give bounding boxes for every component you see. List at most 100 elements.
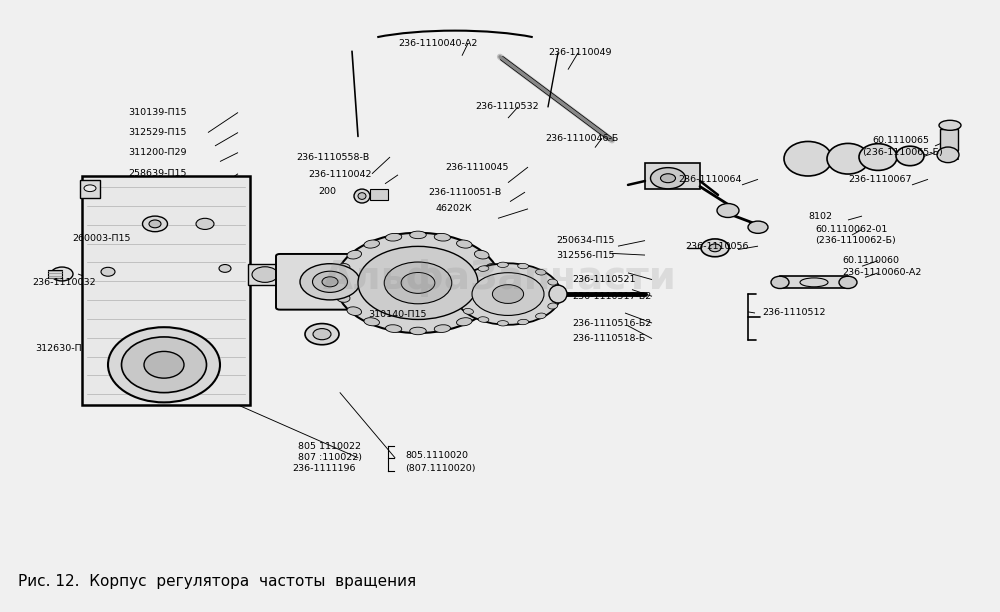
Text: 236-1110032: 236-1110032 [32, 278, 96, 288]
Ellipse shape [709, 244, 721, 252]
Ellipse shape [434, 325, 450, 332]
Ellipse shape [336, 233, 501, 333]
FancyBboxPatch shape [82, 176, 250, 405]
Ellipse shape [463, 274, 473, 280]
Text: 311200-П29: 311200-П29 [128, 148, 186, 157]
Ellipse shape [347, 250, 362, 259]
Text: 46202К: 46202К [435, 204, 472, 214]
Ellipse shape [701, 239, 729, 257]
Ellipse shape [84, 185, 96, 192]
Text: 236-1110042: 236-1110042 [308, 170, 372, 179]
Text: 312556-П15: 312556-П15 [556, 250, 614, 259]
Ellipse shape [800, 278, 828, 287]
Text: 805 1110022: 805 1110022 [298, 442, 361, 451]
Text: 260003-П15: 260003-П15 [72, 234, 130, 243]
Ellipse shape [548, 303, 558, 309]
Ellipse shape [300, 264, 360, 300]
Text: 8102: 8102 [808, 212, 832, 220]
Ellipse shape [305, 324, 339, 345]
Ellipse shape [455, 297, 465, 303]
Ellipse shape [108, 327, 220, 402]
Text: 236-1110558-В: 236-1110558-В [296, 152, 369, 162]
Ellipse shape [410, 231, 426, 239]
Bar [940, 129, 958, 151]
Ellipse shape [748, 221, 768, 233]
FancyBboxPatch shape [276, 254, 382, 310]
Ellipse shape [143, 216, 168, 232]
Ellipse shape [358, 193, 366, 200]
Ellipse shape [332, 278, 346, 288]
Ellipse shape [252, 267, 278, 282]
Ellipse shape [122, 337, 207, 393]
Text: 236-1110517-Б2: 236-1110517-Б2 [572, 292, 651, 300]
Ellipse shape [401, 272, 435, 293]
Ellipse shape [472, 273, 544, 315]
Text: 236-1110521: 236-1110521 [572, 275, 636, 284]
Ellipse shape [364, 240, 379, 248]
Ellipse shape [939, 121, 961, 130]
Ellipse shape [457, 240, 472, 248]
Ellipse shape [839, 276, 857, 288]
Text: (236-1110062-Б): (236-1110062-Б) [815, 236, 896, 245]
Ellipse shape [660, 174, 676, 182]
Text: 805.1110020: 805.1110020 [405, 451, 468, 460]
Ellipse shape [474, 250, 489, 259]
Text: 236-1110051-В: 236-1110051-В [428, 188, 501, 196]
Ellipse shape [549, 285, 567, 303]
Ellipse shape [497, 262, 508, 267]
Ellipse shape [196, 218, 214, 230]
Ellipse shape [859, 144, 897, 170]
Ellipse shape [536, 313, 546, 319]
Ellipse shape [336, 264, 350, 272]
Ellipse shape [358, 247, 478, 319]
Ellipse shape [455, 285, 465, 291]
Ellipse shape [474, 307, 489, 315]
Ellipse shape [455, 263, 561, 325]
Ellipse shape [410, 327, 426, 335]
Ellipse shape [322, 277, 338, 287]
Ellipse shape [486, 293, 500, 302]
Ellipse shape [457, 318, 472, 326]
Text: 236-1110512: 236-1110512 [762, 308, 826, 318]
Bar [80, 180, 100, 198]
Ellipse shape [354, 189, 370, 203]
Text: 236-1110518-Б: 236-1110518-Б [572, 334, 645, 343]
Ellipse shape [518, 319, 529, 325]
Text: 310139-П15: 310139-П15 [128, 108, 187, 117]
Ellipse shape [492, 285, 524, 304]
Bar [48, 269, 62, 278]
Ellipse shape [434, 233, 450, 241]
Ellipse shape [784, 141, 832, 176]
Ellipse shape [771, 276, 789, 288]
Ellipse shape [717, 204, 739, 217]
Ellipse shape [463, 308, 473, 315]
Ellipse shape [336, 293, 350, 302]
Text: 236-1110516-Б2: 236-1110516-Б2 [572, 318, 651, 327]
Text: (236-1110065-Б): (236-1110065-Б) [862, 148, 943, 157]
Bar [780, 276, 848, 288]
Ellipse shape [347, 307, 362, 315]
Ellipse shape [490, 278, 503, 288]
Text: 236-1110067: 236-1110067 [848, 175, 912, 184]
Ellipse shape [548, 279, 558, 285]
Ellipse shape [144, 351, 184, 378]
Ellipse shape [536, 269, 546, 275]
Text: 236-1110056: 236-1110056 [685, 242, 748, 251]
Text: 312529-П15: 312529-П15 [128, 128, 186, 137]
Text: 236-1110064: 236-1110064 [678, 175, 742, 184]
Ellipse shape [313, 329, 331, 340]
Text: 250634-П15: 250634-П15 [556, 236, 614, 245]
Text: 236-1110045: 236-1110045 [445, 163, 509, 171]
Ellipse shape [896, 146, 924, 166]
Text: 236-1110049: 236-1110049 [548, 48, 612, 58]
Ellipse shape [486, 264, 500, 272]
Text: 200: 200 [318, 187, 336, 196]
Text: (807.1110020): (807.1110020) [405, 465, 476, 474]
Ellipse shape [149, 220, 161, 228]
Ellipse shape [650, 168, 686, 188]
Text: 258639-П15: 258639-П15 [128, 170, 186, 178]
Ellipse shape [827, 143, 869, 174]
Ellipse shape [386, 325, 402, 332]
Ellipse shape [478, 317, 489, 323]
Text: 60.1110060: 60.1110060 [842, 256, 899, 265]
